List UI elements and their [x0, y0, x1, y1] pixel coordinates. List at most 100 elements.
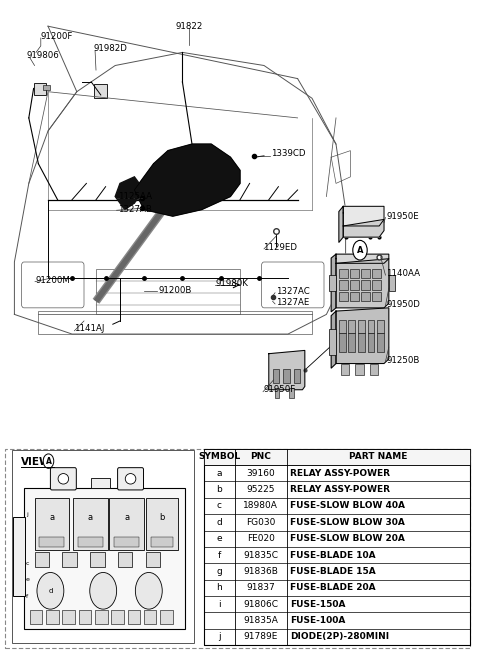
Text: FUSE-SLOW BLOW 30A: FUSE-SLOW BLOW 30A	[290, 518, 405, 527]
Bar	[368, 333, 374, 352]
Text: 91950E: 91950E	[386, 212, 419, 221]
Bar	[146, 552, 160, 567]
Text: a: a	[88, 513, 93, 522]
Bar	[111, 610, 124, 624]
Text: j: j	[218, 633, 221, 641]
Text: 91950D: 91950D	[386, 300, 420, 309]
Bar	[144, 610, 156, 624]
Text: FUSE-BLADE 20A: FUSE-BLADE 20A	[290, 584, 376, 592]
Text: 39160: 39160	[246, 469, 275, 477]
Text: f: f	[26, 593, 28, 599]
Bar	[294, 369, 300, 383]
Polygon shape	[331, 254, 336, 312]
Polygon shape	[343, 206, 384, 226]
Bar	[329, 329, 336, 355]
Polygon shape	[336, 259, 389, 308]
Bar	[361, 292, 370, 301]
Text: A: A	[357, 246, 363, 255]
Text: 1327AC: 1327AC	[276, 287, 310, 296]
Text: 91835A: 91835A	[243, 616, 278, 625]
Polygon shape	[336, 254, 389, 263]
Text: SYMBOL: SYMBOL	[198, 453, 240, 461]
Bar	[348, 320, 355, 333]
Text: i: i	[218, 600, 221, 608]
Bar	[5, 449, 470, 648]
Bar	[341, 364, 349, 375]
Circle shape	[90, 572, 117, 609]
Bar	[377, 333, 384, 352]
Bar	[128, 610, 140, 624]
Bar	[361, 269, 370, 278]
Bar	[91, 478, 110, 488]
Bar	[339, 280, 348, 290]
Bar	[73, 498, 108, 550]
Bar	[35, 498, 69, 550]
Circle shape	[135, 572, 162, 609]
Bar	[95, 610, 108, 624]
Text: 18980A: 18980A	[243, 502, 278, 510]
Text: FUSE-100A: FUSE-100A	[290, 616, 346, 625]
Text: 91836B: 91836B	[243, 567, 278, 576]
Text: b: b	[216, 485, 222, 494]
Text: c: c	[217, 502, 222, 510]
Bar	[79, 610, 91, 624]
Bar	[389, 275, 395, 291]
Bar	[350, 280, 359, 290]
Bar	[62, 552, 77, 567]
Bar	[160, 610, 173, 624]
Bar	[275, 388, 279, 398]
Bar	[204, 449, 470, 645]
Bar	[204, 449, 470, 465]
Bar	[12, 450, 194, 643]
Text: e: e	[26, 577, 30, 582]
Bar	[273, 369, 279, 383]
Text: 91822: 91822	[176, 22, 204, 31]
Bar	[62, 610, 75, 624]
FancyBboxPatch shape	[50, 468, 76, 490]
Circle shape	[353, 240, 367, 260]
Text: 1141AJ: 1141AJ	[74, 324, 105, 333]
Polygon shape	[343, 219, 384, 237]
Text: RELAY ASSY-POWER: RELAY ASSY-POWER	[290, 469, 390, 477]
Bar	[38, 311, 312, 334]
Text: FUSE-BLADE 10A: FUSE-BLADE 10A	[290, 551, 376, 559]
Bar	[358, 320, 365, 333]
Text: 91789E: 91789E	[243, 633, 278, 641]
Text: FUSE-150A: FUSE-150A	[290, 600, 346, 608]
Text: 919806: 919806	[26, 50, 59, 60]
Text: FUSE-SLOW BLOW 40A: FUSE-SLOW BLOW 40A	[290, 502, 406, 510]
Bar	[350, 292, 359, 301]
Bar	[151, 537, 173, 547]
Ellipse shape	[125, 474, 136, 484]
Text: RELAY ASSY-POWER: RELAY ASSY-POWER	[290, 485, 390, 494]
Text: FUSE-SLOW BLOW 20A: FUSE-SLOW BLOW 20A	[290, 534, 405, 543]
Bar	[350, 269, 359, 278]
Text: 1140AA: 1140AA	[386, 269, 420, 278]
Bar	[43, 85, 50, 90]
Text: d: d	[48, 588, 53, 594]
Text: g: g	[216, 567, 222, 576]
Text: b: b	[159, 513, 165, 522]
Polygon shape	[331, 311, 336, 368]
Text: 91950F: 91950F	[263, 385, 295, 394]
Text: h: h	[216, 584, 222, 592]
Text: FG030: FG030	[246, 518, 276, 527]
Bar	[355, 364, 364, 375]
Text: f: f	[218, 551, 221, 559]
Bar	[339, 333, 346, 352]
Text: 91200F: 91200F	[41, 31, 73, 41]
Text: 1339CD: 1339CD	[271, 149, 306, 159]
Text: d: d	[216, 518, 222, 527]
Text: 91980K: 91980K	[216, 279, 249, 288]
FancyBboxPatch shape	[118, 468, 144, 490]
Text: e: e	[216, 534, 222, 543]
Bar	[94, 84, 107, 98]
Text: 95225: 95225	[246, 485, 275, 494]
Text: j: j	[26, 512, 28, 517]
Bar	[339, 269, 348, 278]
Bar	[348, 333, 355, 352]
Text: FE020: FE020	[247, 534, 275, 543]
Text: 91250B: 91250B	[386, 356, 420, 365]
Text: 91806C: 91806C	[243, 600, 278, 608]
Circle shape	[43, 454, 54, 468]
